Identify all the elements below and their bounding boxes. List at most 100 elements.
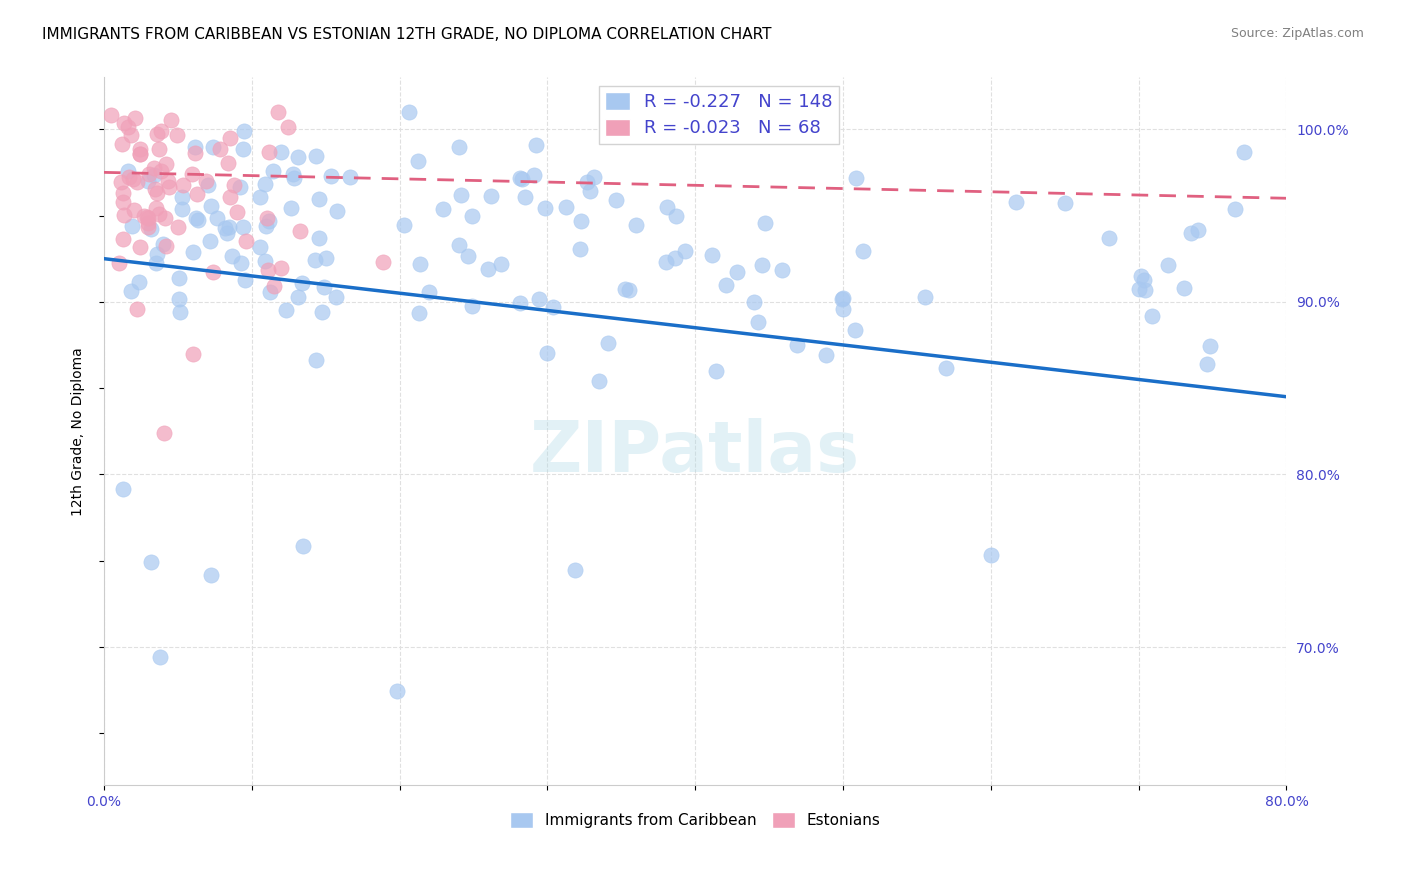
Point [150, 124, 173, 138]
Point [121, 172, 143, 186]
Point [224, 178, 246, 193]
Point [107, 256, 129, 270]
Point [509, 296, 531, 310]
Point [704, 364, 727, 378]
Point [844, 323, 866, 337]
Point [536, 346, 558, 360]
Point [283, 170, 305, 185]
Point [290, 224, 312, 238]
Point [235, 273, 257, 287]
Point [118, 170, 141, 185]
Point [254, 254, 277, 268]
Point [256, 263, 278, 277]
Point [152, 237, 174, 252]
Point [112, 115, 135, 129]
Point [325, 290, 347, 304]
Point [120, 285, 142, 299]
Point [665, 209, 688, 223]
Point [221, 249, 243, 263]
Point [304, 353, 326, 368]
Point [513, 189, 536, 203]
Point [554, 200, 576, 214]
Point [112, 208, 135, 222]
Point [1133, 273, 1156, 287]
Point [725, 265, 748, 279]
Point [541, 300, 564, 314]
Point [489, 257, 512, 271]
Point [149, 649, 172, 664]
Point [187, 213, 209, 227]
Point [371, 254, 394, 268]
Point [1198, 339, 1220, 353]
Point [160, 112, 183, 127]
Point [664, 251, 686, 265]
Point [744, 295, 766, 310]
Point [583, 170, 606, 185]
Point [1197, 357, 1219, 371]
Point [569, 214, 592, 228]
Point [408, 306, 430, 320]
Point [392, 219, 415, 233]
Point [253, 177, 276, 191]
Point [280, 201, 302, 215]
Point [510, 172, 533, 186]
Point [852, 244, 875, 258]
Point [772, 263, 794, 277]
Point [287, 150, 309, 164]
Point [120, 128, 142, 143]
Point [308, 192, 330, 206]
Point [617, 283, 640, 297]
Point [208, 142, 231, 156]
Point [157, 180, 180, 194]
Point [202, 140, 225, 154]
Point [135, 211, 157, 225]
Point [180, 167, 202, 181]
Point [145, 186, 167, 200]
Point [277, 120, 299, 135]
Point [754, 216, 776, 230]
Point [183, 347, 205, 361]
Point [935, 361, 957, 376]
Point [305, 149, 328, 163]
Point [218, 190, 240, 204]
Point [232, 142, 254, 156]
Point [205, 211, 228, 226]
Point [138, 211, 160, 225]
Point [172, 178, 194, 192]
Point [315, 251, 337, 265]
Point [229, 179, 252, 194]
Point [124, 202, 146, 217]
Point [814, 348, 837, 362]
Point [111, 232, 134, 246]
Point [129, 240, 152, 254]
Point [139, 222, 162, 236]
Point [128, 275, 150, 289]
Text: Source: ZipAtlas.com: Source: ZipAtlas.com [1230, 27, 1364, 40]
Point [605, 193, 627, 207]
Point [786, 338, 808, 352]
Point [1223, 202, 1246, 216]
Point [235, 234, 257, 248]
Point [194, 174, 217, 188]
Point [139, 555, 162, 569]
Point [1180, 227, 1202, 241]
Point [832, 291, 855, 305]
Point [125, 302, 148, 317]
Point [231, 256, 253, 270]
Point [186, 211, 208, 225]
Point [117, 120, 139, 134]
Point [579, 184, 602, 198]
Point [254, 219, 277, 234]
Point [655, 255, 678, 269]
Point [145, 256, 167, 270]
Point [166, 128, 188, 142]
Point [614, 281, 637, 295]
Point [432, 202, 454, 216]
Point [457, 249, 479, 263]
Point [262, 164, 284, 178]
Point [831, 292, 853, 306]
Point [257, 214, 280, 228]
Point [409, 257, 432, 271]
Point [534, 201, 557, 215]
Point [111, 194, 134, 209]
